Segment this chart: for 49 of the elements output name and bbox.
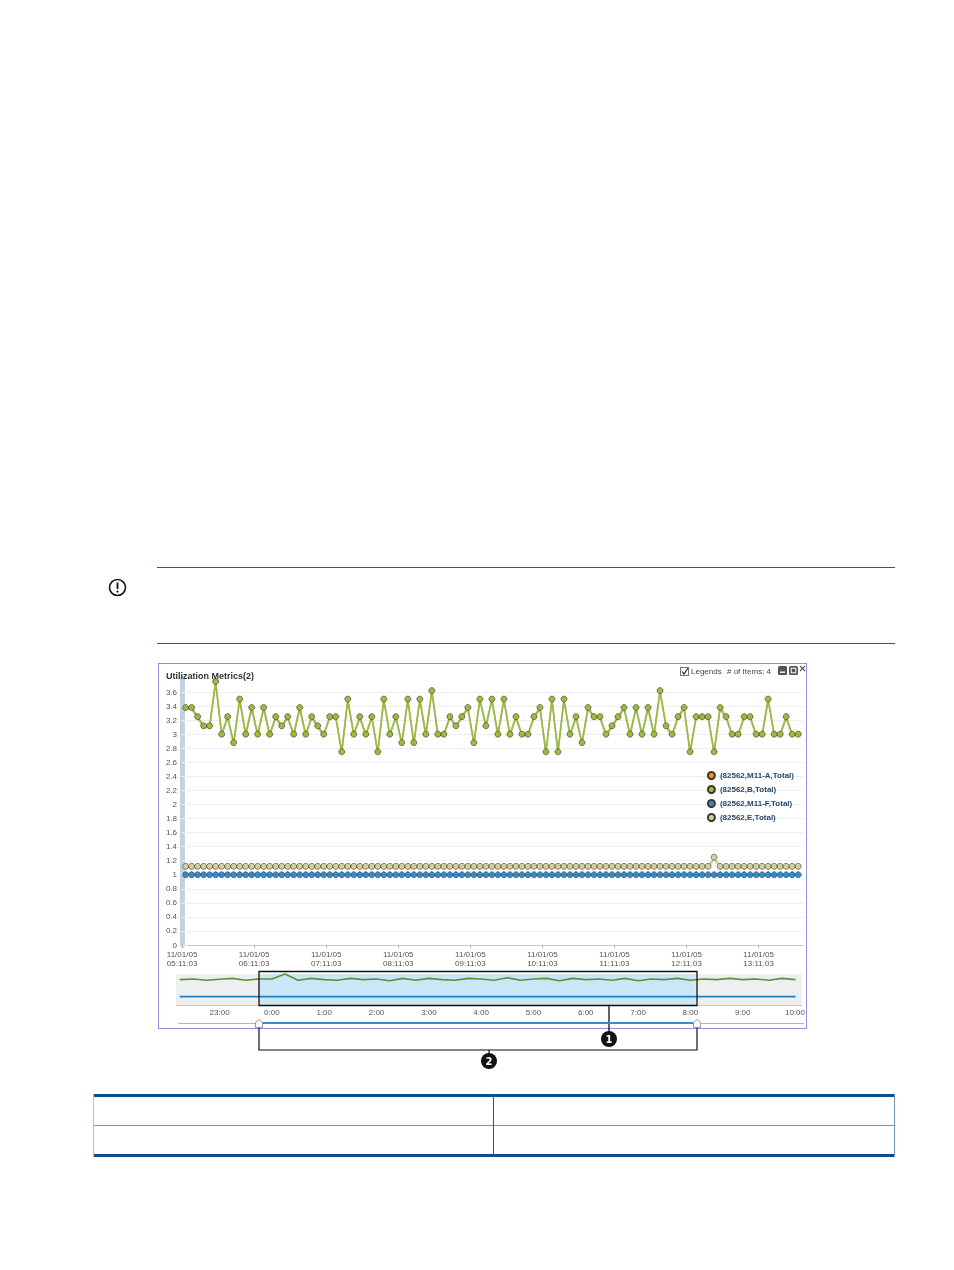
x-tick-label: 11/01/05 12:11:03 <box>671 950 703 968</box>
x-tick-label: 9:00 <box>734 1008 752 1017</box>
y-tick-label: 2.4 <box>165 771 178 781</box>
legend-label: (82562,M11-A,Total) <box>719 771 795 780</box>
x-tick-label: 11/01/05 06:11:03 <box>238 950 270 968</box>
text: Legends <box>691 667 722 676</box>
y-tick-label: 3 <box>172 729 178 739</box>
y-tick-label: 2 <box>172 799 178 809</box>
x-tick-label: 11/01/05 13:11:03 <box>743 950 775 968</box>
x-tick-label: 0:00 <box>264 1008 281 1017</box>
legend-label: (82562,M11-F,Total) <box>719 799 793 808</box>
y-tick-label: 1.4 <box>165 842 178 852</box>
text: # of Items: 4 <box>727 667 772 676</box>
x-tick-label: 11/01/05 08:11:03 <box>383 950 415 968</box>
y-tick-label: 2.2 <box>165 785 178 795</box>
x-tick-label: 23:00 <box>209 1008 231 1017</box>
legend-label: (82562,B,Total) <box>719 785 777 794</box>
x-tick-label: 2:00 <box>368 1008 385 1017</box>
y-tick-label: 1.2 <box>165 856 178 866</box>
y-tick-label: 0.2 <box>165 926 178 936</box>
y-tick-label: 2.8 <box>165 743 178 753</box>
x-tick-label: 4:00 <box>473 1008 490 1017</box>
x-tick-label: 11/01/05 10:11:03 <box>527 950 559 968</box>
chart-title: Utilization Metrics(2) <box>166 670 255 681</box>
x-tick-label: 6:00 <box>577 1008 595 1017</box>
y-tick-label: 2.6 <box>165 757 178 767</box>
y-tick-label: 1 <box>172 870 178 880</box>
y-tick-label: 0.8 <box>165 884 178 894</box>
x-tick-label: 11/01/05 07:11:03 <box>310 950 343 968</box>
y-tick-label: 1.6 <box>165 828 178 838</box>
x-tick-label: 11/01/05 05:11:03 <box>166 950 198 968</box>
x-tick-label: 7:00 <box>630 1008 647 1017</box>
y-tick-label: 3.2 <box>165 715 178 725</box>
x-tick-label: 5:00 <box>525 1008 542 1017</box>
y-tick-label: 0 <box>172 940 178 950</box>
x-tick-label: 11/01/05 09:11:03 <box>455 950 487 968</box>
y-tick-label: 0.6 <box>165 898 178 908</box>
y-tick-label: 1.8 <box>165 814 178 824</box>
x-tick-label: 1:00 <box>316 1008 333 1017</box>
x-tick-label: 11/01/05 11:11:03 <box>599 950 631 968</box>
x-tick-label: 3:00 <box>421 1008 438 1017</box>
number-badge: 1 <box>601 1031 617 1047</box>
number-badge: 2 <box>481 1053 497 1069</box>
y-tick-label: 3.6 <box>165 687 178 697</box>
y-tick-label: 3.4 <box>165 701 178 711</box>
legend-label: (82562,E,Total) <box>719 813 777 822</box>
y-tick-label: 0.4 <box>165 912 178 922</box>
x-tick-label: 8:00 <box>682 1008 699 1017</box>
x-tick-label: 10:00 <box>784 1008 806 1017</box>
